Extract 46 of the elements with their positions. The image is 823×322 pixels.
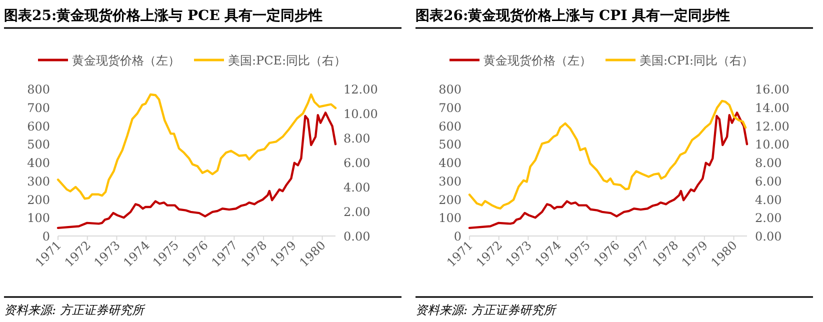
legend-label: 美国:CPI:同比（右） xyxy=(640,54,754,68)
y-tick-label: 100 xyxy=(27,211,50,226)
chart-title: 图表26:黄金现货价格上涨与 CPI 具有一定同步性 xyxy=(416,7,730,24)
y-tick-label: 700 xyxy=(438,100,462,115)
text: 资料来源: 方正证券研究所 xyxy=(416,303,558,317)
y-tick-label: 800 xyxy=(438,82,462,96)
y2-tick-label: 8.00 xyxy=(344,132,370,146)
y-tick-label: 100 xyxy=(438,211,462,226)
y-tick-label: 0 xyxy=(42,230,50,244)
y2-tick-label: 12.00 xyxy=(344,82,378,96)
y2-tick-label: 6.00 xyxy=(344,156,370,170)
line-series xyxy=(468,112,748,230)
line-series xyxy=(56,93,337,200)
y-tick-label: 700 xyxy=(27,100,50,115)
y-tick-label: 600 xyxy=(27,119,50,134)
y-tick-label: 200 xyxy=(438,192,462,207)
chart-title: 图表25:黄金现货价格上涨与 PCE 具有一定同步性 xyxy=(4,7,323,24)
y-tick-label: 0 xyxy=(454,230,462,244)
y2-tick-label: 0.00 xyxy=(344,230,370,244)
y2-tick-label: 6.00 xyxy=(755,174,782,188)
y2-tick-label: 10.00 xyxy=(755,138,790,152)
y-tick-label: 200 xyxy=(27,192,50,207)
y-tick-label: 600 xyxy=(438,119,462,134)
y-tick-label: 400 xyxy=(27,156,50,170)
legend-label: 黄金现货价格（左） xyxy=(484,54,592,68)
y2-tick-label: 8.00 xyxy=(755,156,782,170)
y-tick-label: 500 xyxy=(438,138,462,152)
y2-tick-label: 4.00 xyxy=(755,192,782,207)
y-tick-label: 400 xyxy=(438,156,462,170)
y-tick-label: 300 xyxy=(438,174,462,188)
y-tick-label: 500 xyxy=(27,138,50,152)
y2-tick-label: 0.00 xyxy=(755,230,782,244)
y2-tick-label: 12.00 xyxy=(755,119,790,134)
y-tick-label: 800 xyxy=(27,82,50,96)
line-series xyxy=(56,112,337,230)
y2-tick-label: 2.00 xyxy=(344,205,370,219)
legend-label: 黄金现货价格（左） xyxy=(72,54,180,68)
y2-tick-label: 10.00 xyxy=(344,107,378,121)
legend-label: 美国:PCE:同比（右） xyxy=(228,54,346,68)
line-series xyxy=(468,100,747,210)
y2-tick-label: 2.00 xyxy=(755,211,782,226)
y2-tick-label: 4.00 xyxy=(344,180,370,194)
text: 资料来源: 方正证券研究所 xyxy=(4,303,146,317)
y2-tick-label: 14.00 xyxy=(755,100,790,115)
y-tick-label: 300 xyxy=(27,174,50,188)
y2-tick-label: 16.00 xyxy=(755,82,790,96)
